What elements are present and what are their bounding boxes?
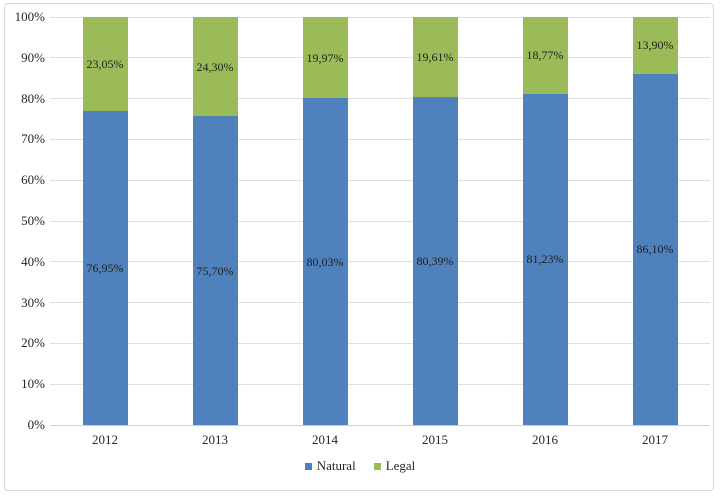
y-axis-tick-label: 20% xyxy=(21,335,45,351)
gridline xyxy=(50,261,710,263)
gridline xyxy=(50,179,710,181)
gridline xyxy=(50,342,710,344)
x-axis-category-label: 2015 xyxy=(422,432,448,447)
y-axis-tick-label: 0% xyxy=(27,417,45,432)
y-axis-tick-label: 50% xyxy=(21,213,45,228)
y-axis-tick-label: 30% xyxy=(21,294,45,310)
bar-segment-legal xyxy=(522,17,568,94)
x-axis-category-label: 2013 xyxy=(202,432,228,447)
bar-segment-natural xyxy=(302,98,348,425)
bar-label-legal: 18,77% xyxy=(526,48,564,63)
bar-segment-natural xyxy=(82,111,128,425)
y-axis-tick-label: 60% xyxy=(21,172,45,188)
bar-segment-legal xyxy=(412,17,458,97)
gridline xyxy=(50,138,710,140)
bar-label-legal: 19,61% xyxy=(416,50,454,64)
bar-label-legal: 19,97% xyxy=(306,50,344,65)
y-axis-tick-label: 70% xyxy=(21,131,45,147)
legend-swatch-icon xyxy=(304,462,312,470)
bar-label-legal: 24,30% xyxy=(196,59,234,74)
bar-label-natural: 76,95% xyxy=(86,261,124,276)
x-axis-category-label: 2017 xyxy=(642,432,668,447)
bar-segment-natural xyxy=(522,93,568,425)
y-axis-tick-label: 10% xyxy=(21,376,45,392)
legend-swatch-icon xyxy=(373,462,381,470)
y-axis-tick-label: 80% xyxy=(21,90,45,106)
x-axis-category-label: 2012 xyxy=(92,432,118,447)
legend-item-natural: Natural xyxy=(304,458,356,474)
bar-segment-legal xyxy=(82,17,128,112)
legend: Natural Legal xyxy=(0,458,720,474)
y-axis-tick-label: 90% xyxy=(21,49,45,65)
bar-segment-natural xyxy=(412,97,458,425)
x-axis-category-label: 2016 xyxy=(532,432,558,447)
bar-segment-natural xyxy=(192,116,238,425)
gridline xyxy=(50,383,710,385)
chart-frame xyxy=(4,3,714,491)
gridline xyxy=(50,220,710,222)
x-axis-line xyxy=(50,424,710,426)
gridline xyxy=(50,57,710,59)
bar-label-natural: 80,03% xyxy=(306,254,344,269)
bar-label-legal: 23,05% xyxy=(86,57,124,72)
bar-segment-legal xyxy=(302,17,348,99)
bar-segment-legal xyxy=(192,17,238,117)
gridline xyxy=(50,302,710,304)
bar-label-natural: 75,70% xyxy=(196,263,234,278)
bar-segment-natural xyxy=(632,73,678,425)
bar-label-natural: 86,10% xyxy=(636,242,674,257)
legend-item-legal: Legal xyxy=(373,458,416,474)
bar-segment-legal xyxy=(632,17,678,74)
bar-label-natural: 80,39% xyxy=(416,254,454,268)
y-axis-tick-label: 100% xyxy=(14,9,45,24)
gridline xyxy=(50,16,710,18)
gridline xyxy=(50,98,710,100)
y-axis-tick-label: 40% xyxy=(21,253,45,269)
bar-label-legal: 13,90% xyxy=(636,38,674,53)
legend-label: Legal xyxy=(385,458,416,473)
bar-label-natural: 81,23% xyxy=(526,252,564,267)
x-axis-category-label: 2014 xyxy=(312,432,338,447)
legend-label: Natural xyxy=(316,458,356,473)
